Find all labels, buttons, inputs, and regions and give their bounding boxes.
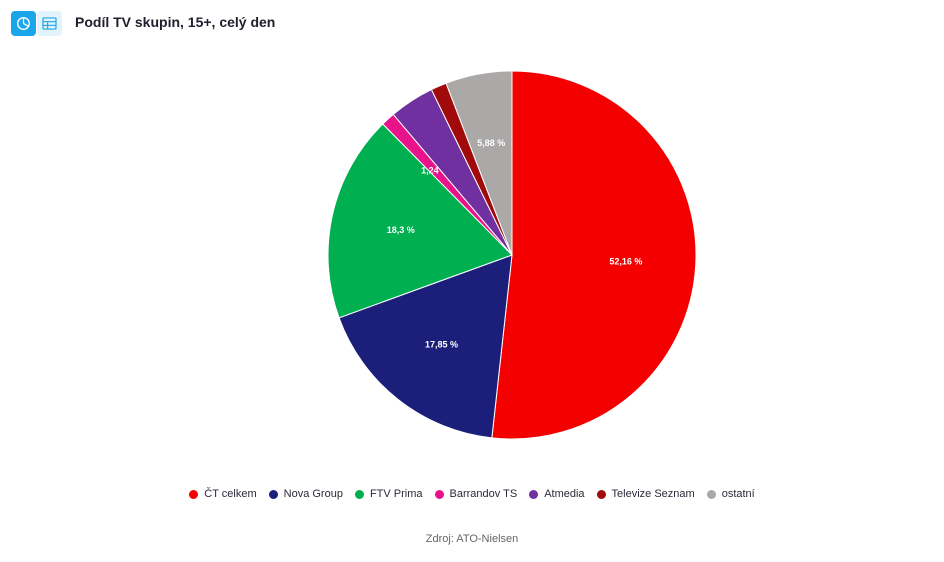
legend-item-6[interactable]: Televize Seznam xyxy=(596,488,695,500)
legend-label: Nova Group xyxy=(283,488,343,500)
legend-marker xyxy=(706,489,716,499)
pie-slice-1[interactable] xyxy=(491,70,697,440)
slice-label-7: 5,88 % xyxy=(477,138,505,148)
chart-legend: ČT celkem Nova Group FTV Prima Barrandov TS… xyxy=(0,488,944,500)
pie-chart: 52,16 % 17,85 % 18,3 % 1,24 % 5,88 % xyxy=(327,70,697,440)
legend-item-1[interactable]: ČT celkem xyxy=(189,488,257,500)
pie-slice-7[interactable] xyxy=(445,70,513,256)
chart-toolbar xyxy=(11,11,62,36)
legend-marker xyxy=(434,489,444,499)
legend-marker xyxy=(596,489,606,499)
pie-chart-icon xyxy=(17,17,30,30)
legend-item-5[interactable]: Atmedia xyxy=(529,488,585,500)
legend-marker xyxy=(529,489,539,499)
slice-label-1: 52,16 % xyxy=(609,256,642,266)
legend-label: ostatní xyxy=(721,488,755,500)
table-view-button[interactable] xyxy=(37,11,62,36)
legend-label: ČT celkem xyxy=(204,488,257,500)
legend-marker xyxy=(268,489,278,499)
legend-item-2[interactable]: Nova Group xyxy=(268,488,343,500)
legend-marker xyxy=(189,489,199,499)
legend-item-3[interactable]: FTV Prima xyxy=(354,488,423,500)
legend-label: Televize Seznam xyxy=(611,488,695,500)
slice-label-2: 17,85 % xyxy=(425,340,458,350)
chart-title: Podíl TV skupin, 15+, celý den xyxy=(75,14,276,30)
legend-label: Barrandov TS xyxy=(449,488,518,500)
slice-label-4: 1,24 % xyxy=(421,166,449,176)
pie-view-button[interactable] xyxy=(11,11,36,36)
legend-label: FTV Prima xyxy=(369,488,423,500)
slice-label-3: 18,3 % xyxy=(387,225,415,235)
legend-marker xyxy=(354,489,364,499)
legend-label: Atmedia xyxy=(544,488,585,500)
legend-item-7[interactable]: ostatní xyxy=(706,488,755,500)
table-icon xyxy=(42,17,57,30)
source-note: Zdroj: ATO-Nielsen xyxy=(425,533,519,545)
pie-slice-2[interactable] xyxy=(338,254,513,439)
legend-item-4[interactable]: Barrandov TS xyxy=(434,488,518,500)
pie-slice-3[interactable] xyxy=(327,123,513,319)
